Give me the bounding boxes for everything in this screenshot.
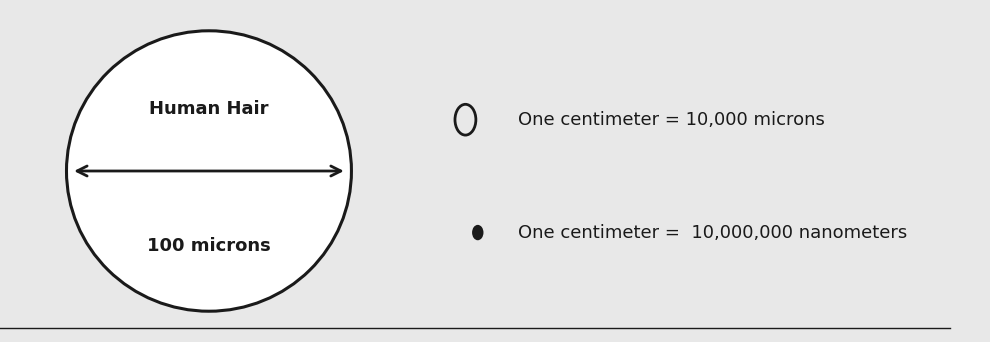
Text: One centimeter = 10,000 microns: One centimeter = 10,000 microns xyxy=(518,111,825,129)
Text: One centimeter =  10,000,000 nanometers: One centimeter = 10,000,000 nanometers xyxy=(518,224,907,241)
Ellipse shape xyxy=(66,31,351,311)
Text: Human Hair: Human Hair xyxy=(149,101,268,118)
Ellipse shape xyxy=(472,225,483,240)
Text: 100 microns: 100 microns xyxy=(148,237,271,255)
Ellipse shape xyxy=(455,104,476,135)
